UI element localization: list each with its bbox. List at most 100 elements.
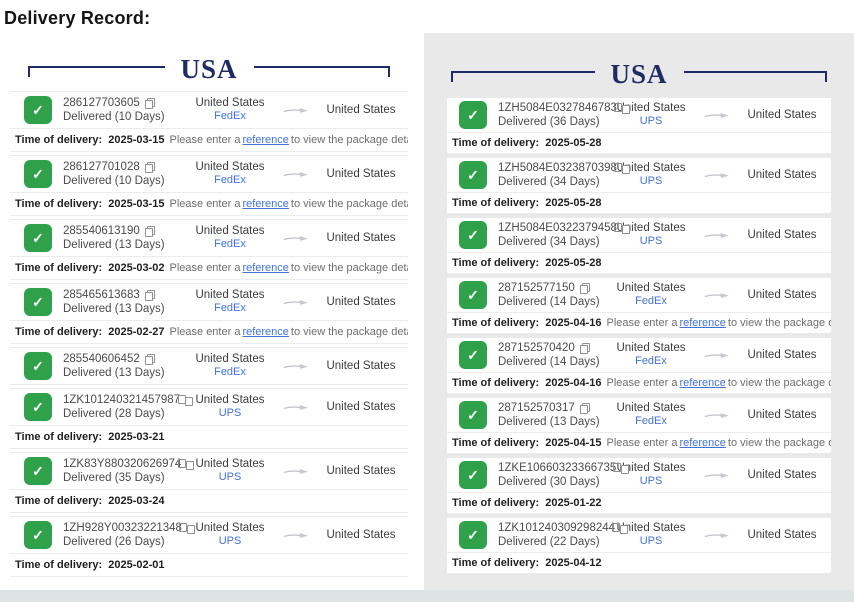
- copy-icon[interactable]: [144, 225, 155, 237]
- destination-country: United States: [747, 529, 817, 541]
- carrier-link[interactable]: UPS: [218, 471, 242, 483]
- tracking-number: 1ZH928Y00323221348: [63, 522, 182, 534]
- time-of-delivery-row: Time of delivery: 2025-04-16 Please ente…: [447, 372, 831, 393]
- carrier-link[interactable]: FedEx: [214, 238, 246, 250]
- record-row: ✓ 1ZH5084E0327846783 Delivered (36 Days)…: [447, 98, 831, 132]
- time-of-delivery-row: Time of delivery: 2025-03-15 Please ente…: [10, 192, 408, 215]
- reference-link[interactable]: reference: [679, 437, 726, 449]
- carrier-link[interactable]: UPS: [639, 175, 663, 187]
- delivery-status: Delivered (10 Days): [63, 175, 165, 187]
- route: United States FedEx United States: [186, 289, 404, 315]
- tracking-number: 286127703605: [63, 97, 140, 109]
- bracket-line-left: [451, 71, 595, 82]
- delivered-check-icon: ✓: [459, 101, 487, 129]
- delivered-check-icon: ✓: [459, 521, 487, 549]
- destination-country: United States: [747, 109, 817, 121]
- tracking-number: 1ZH5084E0323870398: [498, 162, 617, 174]
- carrier-link[interactable]: UPS: [639, 115, 663, 127]
- time-of-delivery-row: Time of delivery: 2025-04-12: [447, 552, 831, 573]
- reference-link[interactable]: reference: [242, 326, 289, 338]
- destination-country: United States: [747, 469, 817, 481]
- reference-link[interactable]: reference: [242, 134, 289, 146]
- record-group: ✓ 285540613190 Delivered (13 Days) Unite…: [10, 219, 408, 280]
- route-arrow-icon: [704, 292, 729, 298]
- carrier-link[interactable]: FedEx: [635, 295, 667, 307]
- note-prefix: Please enter a: [169, 198, 241, 210]
- tracking-number: 1ZK101240321457987: [63, 394, 181, 406]
- carrier-link[interactable]: UPS: [639, 535, 663, 547]
- destination-country: United States: [747, 289, 817, 301]
- copy-icon[interactable]: [178, 394, 193, 406]
- carrier-link[interactable]: UPS: [639, 235, 663, 247]
- tracking-block: 1ZK83Y880320626974 Delivered (35 Days): [63, 457, 195, 485]
- destination-country: United States: [326, 401, 396, 413]
- time-of-delivery-date: 2025-05-28: [545, 257, 602, 269]
- time-of-delivery-row: Time of delivery: 2025-03-24: [10, 489, 408, 512]
- tracking-block: 1ZK101240321457987 Delivered (28 Days): [63, 393, 193, 421]
- copy-icon[interactable]: [579, 402, 590, 414]
- note-prefix: Please enter a: [169, 134, 241, 146]
- reference-link[interactable]: reference: [679, 377, 726, 389]
- origin-country: United States: [195, 225, 265, 237]
- delivered-check-icon: ✓: [24, 521, 52, 549]
- carrier-link[interactable]: FedEx: [214, 302, 246, 314]
- reference-link[interactable]: reference: [242, 262, 289, 274]
- carrier-link[interactable]: UPS: [218, 535, 242, 547]
- carrier-link[interactable]: FedEx: [214, 174, 246, 186]
- copy-icon[interactable]: [144, 353, 155, 365]
- tracking-number: 1ZKE10660323366735: [498, 462, 617, 474]
- delivered-check-icon: ✓: [24, 160, 52, 188]
- origin-country: United States: [616, 522, 686, 534]
- delivered-check-icon: ✓: [459, 161, 487, 189]
- carrier-link[interactable]: UPS: [218, 407, 242, 419]
- tracking-block: 287152570420 Delivered (14 Days): [498, 341, 607, 369]
- origin-country: United States: [616, 342, 686, 354]
- record-row: ✓ 285540613190 Delivered (13 Days) Unite…: [10, 220, 408, 256]
- copy-icon[interactable]: [579, 282, 590, 294]
- record-group: ✓ 286127701028 Delivered (10 Days) Unite…: [10, 155, 408, 216]
- note-suffix: to view the package details.: [727, 377, 831, 389]
- record-row: ✓ 1ZH5084E0322379458 Delivered (34 Days)…: [447, 218, 831, 252]
- note-suffix: to view the package details.: [290, 134, 408, 146]
- tracking-number: 287152570317: [498, 402, 575, 414]
- record-row: ✓ 285540606452 Delivered (13 Days) Unite…: [10, 348, 408, 384]
- route-arrow-icon: [283, 532, 308, 538]
- route-arrow-icon: [283, 235, 308, 241]
- tracking-number: 1ZK83Y880320626974: [63, 458, 182, 470]
- delivered-check-icon: ✓: [459, 341, 487, 369]
- reference-link[interactable]: reference: [679, 317, 726, 329]
- note-suffix: to view the package details.: [290, 326, 408, 338]
- carrier-link[interactable]: UPS: [639, 475, 663, 487]
- time-of-delivery-label: Time of delivery:: [452, 257, 540, 269]
- origin-country: United States: [195, 289, 265, 301]
- reference-link[interactable]: reference: [242, 198, 289, 210]
- copy-icon[interactable]: [144, 161, 155, 173]
- time-of-delivery-label: Time of delivery:: [15, 198, 103, 210]
- delivery-status: Delivered (26 Days): [63, 536, 165, 548]
- copy-icon[interactable]: [144, 289, 155, 301]
- delivered-check-icon: ✓: [459, 281, 487, 309]
- record-row: ✓ 286127701028 Delivered (10 Days) Unite…: [10, 156, 408, 192]
- usa-section-left: USA ✓ 286127703605 Delivered (10 Days) U…: [10, 54, 408, 580]
- delivered-check-icon: ✓: [24, 224, 52, 252]
- carrier-link[interactable]: FedEx: [214, 110, 246, 122]
- copy-icon[interactable]: [579, 342, 590, 354]
- time-of-delivery-row: Time of delivery: 2025-02-01: [10, 553, 408, 576]
- carrier-link[interactable]: FedEx: [214, 366, 246, 378]
- note-prefix: Please enter a: [606, 317, 678, 329]
- time-of-delivery-label: Time of delivery:: [452, 317, 540, 329]
- time-of-delivery-label: Time of delivery:: [452, 437, 540, 449]
- tracking-block: 1ZKE10660323366735 Delivered (30 Days): [498, 461, 630, 489]
- time-of-delivery-label: Time of delivery:: [452, 557, 540, 569]
- delivery-status: Delivered (13 Days): [498, 416, 600, 428]
- note-suffix: to view the package details.: [290, 262, 408, 274]
- route: United States UPS United States: [607, 522, 825, 548]
- copy-icon[interactable]: [144, 97, 155, 109]
- carrier-link[interactable]: FedEx: [635, 415, 667, 427]
- delivery-status: Delivered (34 Days): [498, 236, 600, 248]
- time-of-delivery-date: 2025-04-16: [545, 377, 602, 389]
- destination-country: United States: [747, 409, 817, 421]
- carrier-link[interactable]: FedEx: [635, 355, 667, 367]
- tracking-number: 286127701028: [63, 161, 140, 173]
- tracking-block: 286127701028 Delivered (10 Days): [63, 160, 186, 188]
